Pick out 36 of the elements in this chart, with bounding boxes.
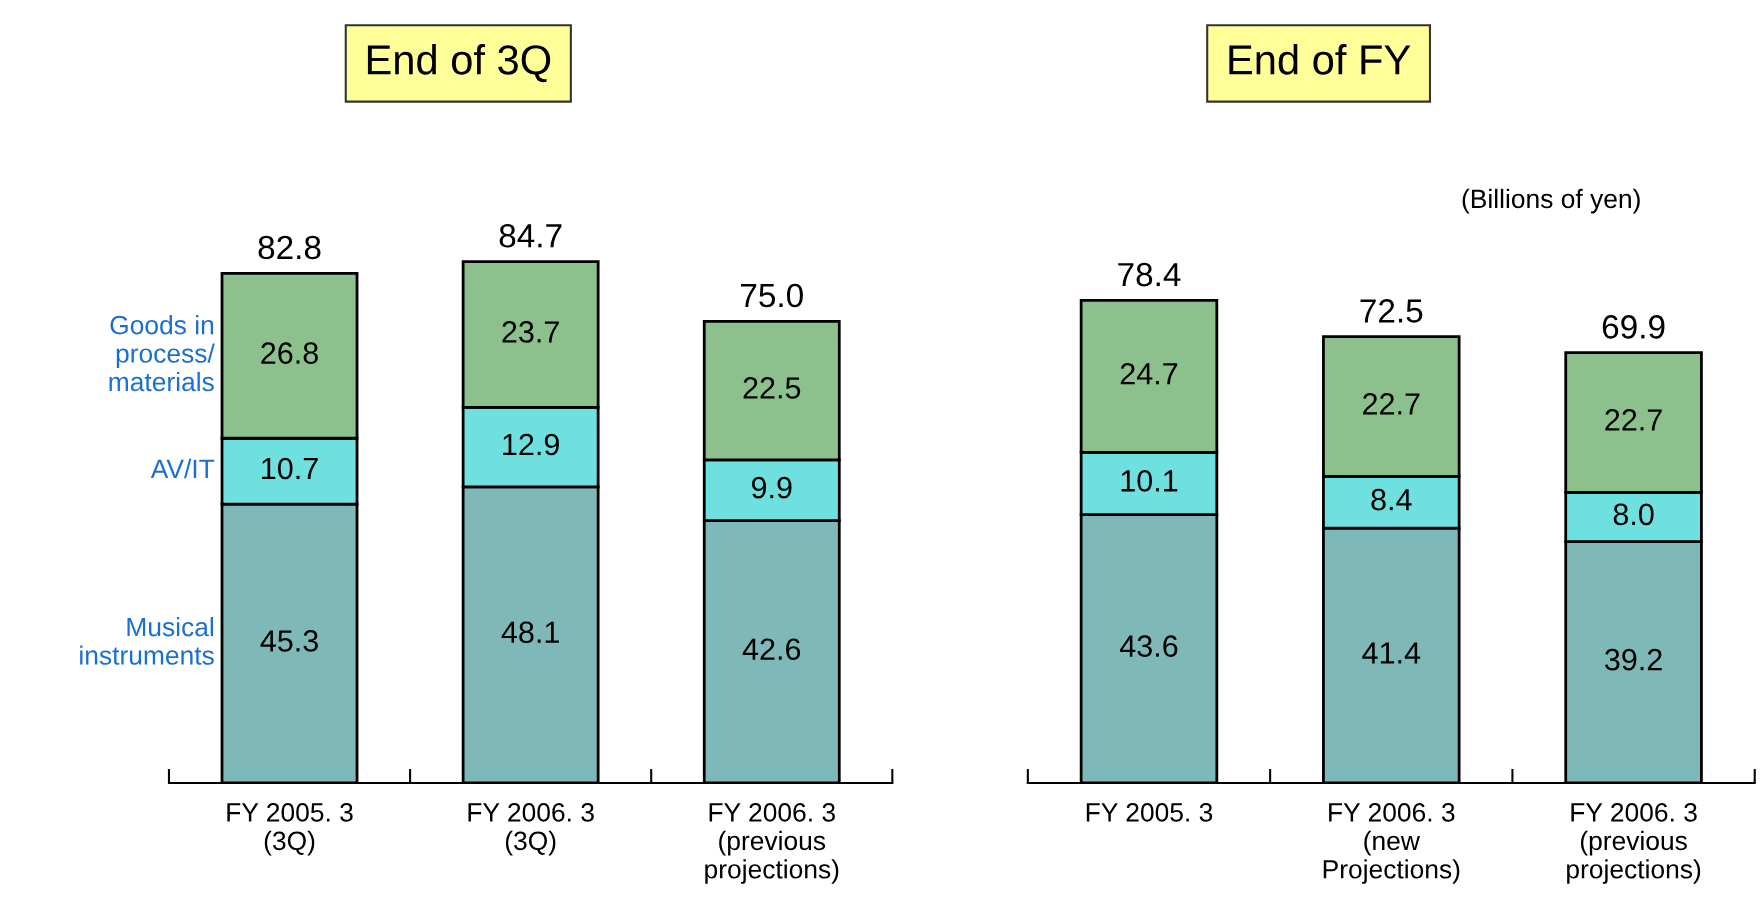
total-label: 84.7 — [499, 224, 562, 248]
total-label: 72.5 — [1360, 299, 1423, 323]
data-label: 43.6 — [1119, 635, 1178, 657]
data-label: 42.6 — [742, 638, 801, 661]
x-tick-label: FY 2006. 3 (previous projections) — [1567, 803, 1701, 884]
data-label: 24.7 — [1120, 362, 1178, 385]
x-tick-label: FY 2005. 3 — [1086, 803, 1213, 822]
total-label: 75.0 — [741, 283, 803, 308]
data-label: 12.9 — [503, 433, 559, 456]
data-label: 10.1 — [1121, 470, 1178, 492]
chart-title: End of 3Q — [367, 44, 551, 83]
total-label: 69.9 — [1602, 315, 1665, 339]
data-label: 39.2 — [1605, 648, 1662, 671]
data-label: 10.7 — [262, 457, 318, 480]
series-label: Goods in process/ materials — [109, 315, 215, 392]
x-tick-label: FY 2006. 3 (new Projections) — [1323, 803, 1460, 884]
text: (Billions of yen) — [1462, 188, 1640, 214]
data-label: 8.0 — [1613, 503, 1654, 526]
data-label: 45.3 — [260, 630, 318, 652]
x-tick-label: FY 2006. 3 (3Q) — [468, 803, 594, 856]
series-label: Musical instruments — [80, 617, 214, 665]
data-label: 41.4 — [1362, 642, 1421, 664]
total-label: 82.8 — [258, 235, 321, 260]
data-label: 22.7 — [1363, 393, 1420, 415]
total-label: 78.4 — [1118, 262, 1181, 287]
data-label: 9.9 — [751, 476, 792, 499]
x-tick-label: FY 2005. 3 (3Q) — [227, 803, 353, 856]
data-label: 48.1 — [501, 621, 559, 644]
data-label: 23.7 — [502, 321, 559, 343]
chart-title: End of FY — [1229, 44, 1411, 75]
data-label: 22.7 — [1605, 409, 1662, 431]
x-tick-label: FY 2006. 3 (previous projections) — [705, 803, 839, 884]
data-label: 8.4 — [1371, 488, 1412, 511]
data-label: 26.8 — [261, 342, 318, 364]
data-label: 22.5 — [743, 377, 801, 399]
series-label: AV/IT — [150, 458, 215, 479]
